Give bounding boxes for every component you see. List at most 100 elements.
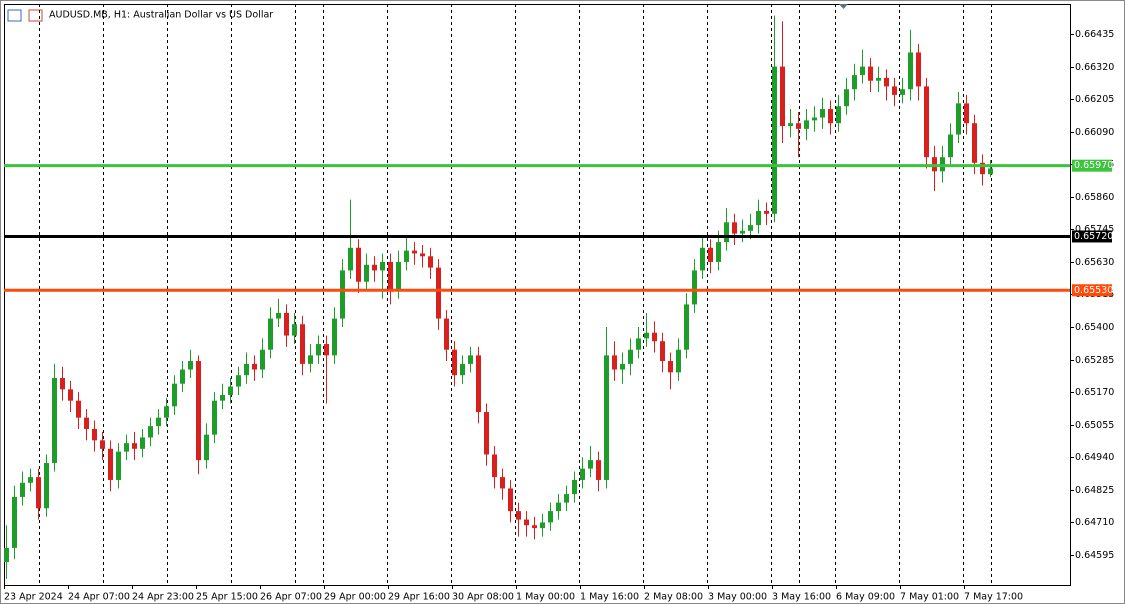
candle-body — [684, 304, 689, 350]
candle-body — [644, 332, 649, 339]
candle-body — [852, 75, 857, 90]
candle-body — [4, 547, 9, 563]
candle-body — [52, 378, 57, 463]
y-tick-label: 0.64710 — [1075, 517, 1114, 528]
candle-body — [236, 375, 241, 387]
candle-body — [20, 482, 25, 497]
x-tick-label: 29 Apr 00:00 — [324, 592, 386, 603]
candle-body — [276, 312, 281, 319]
candle-body — [980, 162, 985, 175]
candle-body — [620, 363, 625, 370]
candle-body — [860, 66, 865, 76]
x-tick-label: 6 May 09:00 — [836, 592, 895, 603]
x-tick-label: 1 May 00:00 — [516, 592, 575, 603]
candle-body — [668, 361, 673, 373]
candle-body — [820, 109, 825, 118]
candle-body — [908, 52, 913, 90]
candle-body — [388, 261, 393, 291]
candle-body — [188, 361, 193, 370]
candle-body — [492, 454, 497, 478]
y-tick-label: 0.65055 — [1075, 420, 1114, 431]
candle-body — [460, 363, 465, 376]
chart-title: AUDUSD.MB, H1: Australian Dollar vs US D… — [49, 10, 273, 21]
candle-body — [516, 511, 521, 520]
x-tick-label: 24 Apr 23:00 — [132, 592, 194, 603]
candle-body — [812, 117, 817, 121]
candle-body — [36, 477, 41, 509]
candle-body — [724, 222, 729, 243]
x-tick-label: 29 Apr 16:00 — [388, 592, 450, 603]
candle-body — [540, 522, 545, 529]
candle-body — [660, 341, 665, 362]
y-tick-label: 0.65285 — [1075, 355, 1114, 366]
candle-body — [380, 261, 385, 271]
candle-body — [436, 267, 441, 319]
candle-body — [588, 460, 593, 469]
candle-body — [108, 448, 113, 480]
candle-body — [228, 386, 233, 396]
candle-body — [772, 66, 777, 214]
candle-body — [316, 344, 321, 356]
y-tick-label: 0.66320 — [1075, 62, 1114, 73]
candle-body — [972, 123, 977, 163]
candle-body — [524, 519, 529, 526]
candle-body — [484, 412, 489, 455]
candle-body — [68, 389, 73, 401]
candle-body — [204, 434, 209, 461]
candle-body — [964, 103, 969, 124]
candle-body — [836, 106, 841, 124]
level-label-box — [1072, 230, 1112, 243]
candle-body — [332, 318, 337, 356]
candle-body — [780, 66, 785, 127]
candle-body — [500, 477, 505, 489]
candle-body — [708, 247, 713, 262]
candle-body — [716, 242, 721, 262]
candle-body — [676, 349, 681, 373]
candle-body — [372, 264, 377, 271]
candle-body — [740, 230, 745, 234]
candle-body — [452, 349, 457, 376]
candle-body — [804, 120, 809, 129]
candle-body — [180, 369, 185, 384]
candle-body — [988, 168, 993, 175]
icon-chart[interactable] — [28, 9, 43, 22]
y-tick-label: 0.65400 — [1075, 322, 1114, 333]
candle-body — [356, 247, 361, 282]
candle-body — [948, 134, 953, 158]
candle-body — [292, 324, 297, 336]
candle-body — [596, 460, 601, 480]
candle-body — [532, 525, 537, 529]
candle-body — [556, 502, 561, 512]
y-tick-label: 0.66435 — [1075, 29, 1114, 40]
candle-body — [140, 437, 145, 449]
candle-body — [260, 349, 265, 370]
candle-body — [828, 109, 833, 124]
candle-body — [892, 86, 897, 95]
shift-marker — [839, 4, 848, 9]
x-tick-label: 24 Apr 07:00 — [68, 592, 130, 603]
x-tick-label: 3 May 00:00 — [708, 592, 767, 603]
x-tick-label: 25 Apr 15:00 — [196, 592, 258, 603]
candle-body — [84, 417, 89, 429]
x-tick-label: 7 May 01:00 — [900, 592, 959, 603]
candle-body — [340, 270, 345, 319]
candle-body — [444, 318, 449, 350]
y-tick-label: 0.65170 — [1075, 387, 1114, 398]
candle-body — [12, 496, 17, 548]
level-label: 0.65970 — [1074, 160, 1113, 171]
candle-body — [284, 312, 289, 336]
candle-body — [764, 210, 769, 214]
x-tick-label: 3 May 16:00 — [772, 592, 831, 603]
candle-body — [700, 247, 705, 271]
candle-body — [148, 426, 153, 438]
candle-body — [748, 225, 753, 231]
candle-body — [652, 332, 657, 342]
candle-body — [876, 77, 881, 81]
candle-body — [612, 355, 617, 370]
icon-menu[interactable] — [7, 9, 22, 22]
candle-body — [156, 417, 161, 427]
candle-body — [164, 406, 169, 418]
x-tick-label: 1 May 16:00 — [580, 592, 639, 603]
candle-body — [44, 462, 49, 509]
candle-body — [76, 400, 81, 418]
